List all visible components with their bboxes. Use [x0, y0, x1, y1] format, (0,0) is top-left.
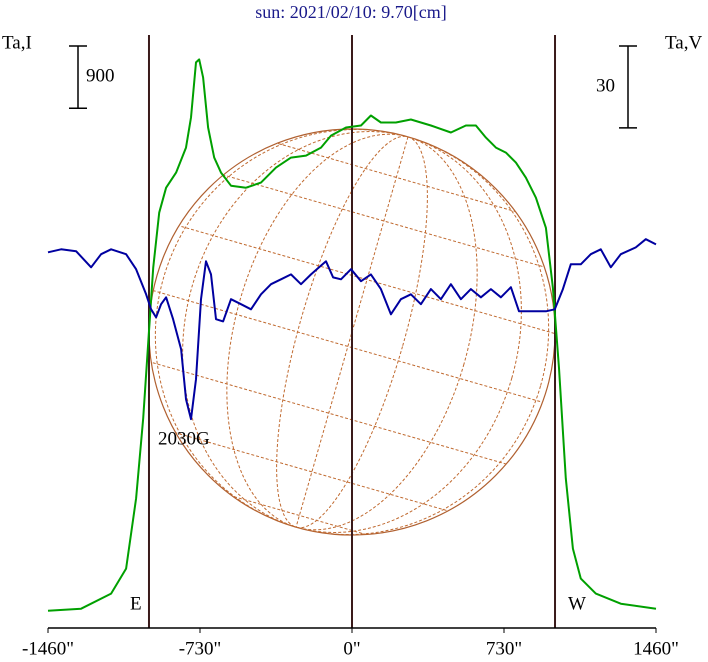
y2-axis-label: Ta,V: [665, 32, 702, 53]
series-line: [47, 58, 657, 612]
series-line: [47, 238, 657, 421]
parallel: [188, 164, 580, 278]
parallel: [152, 289, 544, 403]
parallel: [104, 458, 495, 572]
x-tick-label: 1460": [633, 638, 679, 659]
parallel: [171, 223, 563, 337]
scale-bar-v-label: 30: [596, 75, 615, 96]
annotation: 2030G: [158, 428, 210, 449]
x-tick-label: 0": [343, 638, 360, 659]
y-axis-label: Ta,I: [2, 32, 32, 53]
x-tick-label: 730": [486, 638, 522, 659]
annotation: W: [568, 593, 586, 614]
x-tick-label: -730": [179, 638, 222, 659]
parallel: [116, 415, 508, 529]
parallel: [133, 356, 525, 470]
chart-title: sun: 2021/02/10: 9.70[cm]: [255, 2, 447, 22]
annotation: E: [130, 593, 142, 614]
scale-bar-i-label: 900: [86, 65, 115, 86]
meridian: [295, 136, 409, 528]
x-tick-label: -1460": [22, 638, 74, 659]
